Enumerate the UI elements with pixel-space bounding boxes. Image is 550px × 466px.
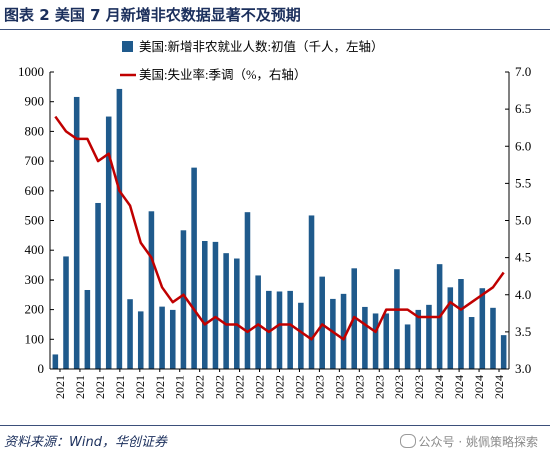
x-tick-label: 2022: [213, 375, 227, 399]
y-right-tick-label: 5.0: [515, 213, 531, 228]
bottom-divider: [0, 425, 550, 426]
bar: [95, 202, 101, 369]
y-right-tick-label: 4.5: [515, 250, 531, 265]
bar: [308, 215, 315, 369]
bar: [159, 306, 165, 369]
bar: [426, 304, 432, 369]
x-tick-label: 2021: [53, 375, 67, 399]
bar: [276, 291, 283, 369]
x-tick-label: 2021: [113, 375, 127, 399]
x-tick-label: 2023: [332, 375, 346, 399]
bar: [394, 269, 400, 369]
bar: [500, 335, 507, 369]
y-left-tick-label: 0: [38, 361, 45, 376]
x-tick-label: 2023: [312, 375, 326, 399]
line-series: [54, 115, 505, 341]
y-right-tick-label: 6.0: [515, 138, 531, 153]
legend-bar-label: 美国:新增非农就业人数:初值（千人，左轴）: [139, 39, 383, 54]
y-left-tick-label: 700: [25, 153, 45, 168]
x-tick-label: 2022: [292, 375, 306, 399]
bar: [266, 290, 272, 369]
bar: [490, 307, 496, 369]
y-right-tick-label: 3.5: [515, 324, 531, 339]
x-tick-label: 2021: [173, 375, 187, 399]
x-tick-label: 2023: [372, 375, 386, 399]
bar: [73, 96, 80, 369]
bar-series: [52, 88, 507, 369]
y-right-tick-label: 7.0: [515, 64, 531, 79]
y-left-tick-label: 500: [25, 213, 45, 228]
x-tick-label: 2023: [412, 375, 426, 399]
bar: [127, 299, 133, 369]
source-note: 资料来源：Wind，华创证券: [4, 435, 167, 450]
wechat-icon: [399, 434, 416, 448]
y-left-tick-label: 900: [25, 94, 45, 109]
x-tick-label: 2023: [352, 375, 366, 399]
x-tick-label: 2022: [233, 375, 247, 399]
x-tick-label: 2021: [133, 375, 147, 399]
bar: [372, 313, 379, 369]
bar: [330, 298, 336, 369]
bar: [362, 306, 368, 369]
bar: [479, 288, 486, 369]
bar: [298, 302, 304, 369]
bar: [191, 167, 197, 369]
y-left-tick-label: 800: [25, 123, 45, 138]
bar: [255, 275, 261, 369]
bar: [404, 324, 411, 369]
bar: [84, 289, 91, 369]
y-right-tick-label: 3.0: [515, 361, 531, 376]
bar: [105, 116, 112, 369]
x-tick-label: 2024: [492, 375, 506, 399]
x-tick-label: 2021: [153, 375, 167, 399]
bar: [212, 241, 219, 369]
y-right-tick-label: 5.5: [515, 175, 531, 190]
x-tick-label: 2022: [253, 375, 267, 399]
x-tick-label: 2024: [432, 375, 446, 399]
bar: [63, 256, 69, 369]
bar: [169, 309, 176, 369]
watermark: 公众号 · 姚佩策略探索: [399, 433, 538, 450]
y-left-tick-label: 200: [25, 302, 45, 317]
x-tick-label: 2022: [273, 375, 287, 399]
bar: [244, 212, 251, 369]
bar: [234, 258, 240, 369]
bar: [468, 317, 475, 369]
bar: [116, 88, 123, 369]
y-left-tick-label: 600: [25, 183, 45, 198]
x-tick-label: 2021: [73, 375, 87, 399]
bar: [180, 230, 187, 369]
y-left-tick-label: 1000: [18, 64, 44, 79]
chart-title: 图表 2 美国 7 月新增非农数据显著不及预期: [4, 6, 301, 24]
y-right-tick-label: 6.5: [515, 101, 531, 116]
bar: [52, 354, 59, 369]
y-left-tick-label: 400: [25, 242, 45, 257]
bar: [223, 253, 229, 369]
x-tick-label: 2023: [392, 375, 406, 399]
legend-line-label: 美国:失业率:季调（%，右轴）: [139, 67, 306, 82]
bar: [148, 211, 155, 369]
axes: 0 100 200 300 400 500 600 700 800 900 1000 3.0 3.5 4.…: [18, 64, 531, 399]
bar: [383, 313, 390, 369]
chart: 0 100 200 300 400 500 600 700 800 900 1000 3.0 3.5 4.…: [18, 39, 531, 399]
bar: [458, 279, 464, 369]
y-right-tick-label: 4.0: [515, 287, 531, 302]
top-divider: [0, 29, 550, 30]
x-tick-label: 2021: [93, 375, 107, 399]
watermark-text: 公众号 · 姚佩策略探索: [418, 435, 538, 449]
x-tick-label: 2024: [452, 375, 466, 399]
bar: [287, 290, 293, 369]
legend: 美国:新增非农就业人数:初值（千人，左轴） 美国:失业率:季调（%，右轴）: [120, 39, 383, 82]
bar: [319, 276, 325, 369]
x-tick-label: 2024: [472, 375, 486, 399]
bar: [137, 311, 144, 369]
legend-bar-swatch: [122, 41, 133, 52]
y-left-tick-label: 300: [25, 272, 45, 287]
bar: [447, 287, 454, 369]
y-left-tick-label: 100: [25, 331, 45, 346]
bar: [415, 309, 422, 369]
x-tick-label: 2022: [193, 375, 207, 399]
bar: [202, 240, 208, 369]
bar: [340, 293, 347, 369]
